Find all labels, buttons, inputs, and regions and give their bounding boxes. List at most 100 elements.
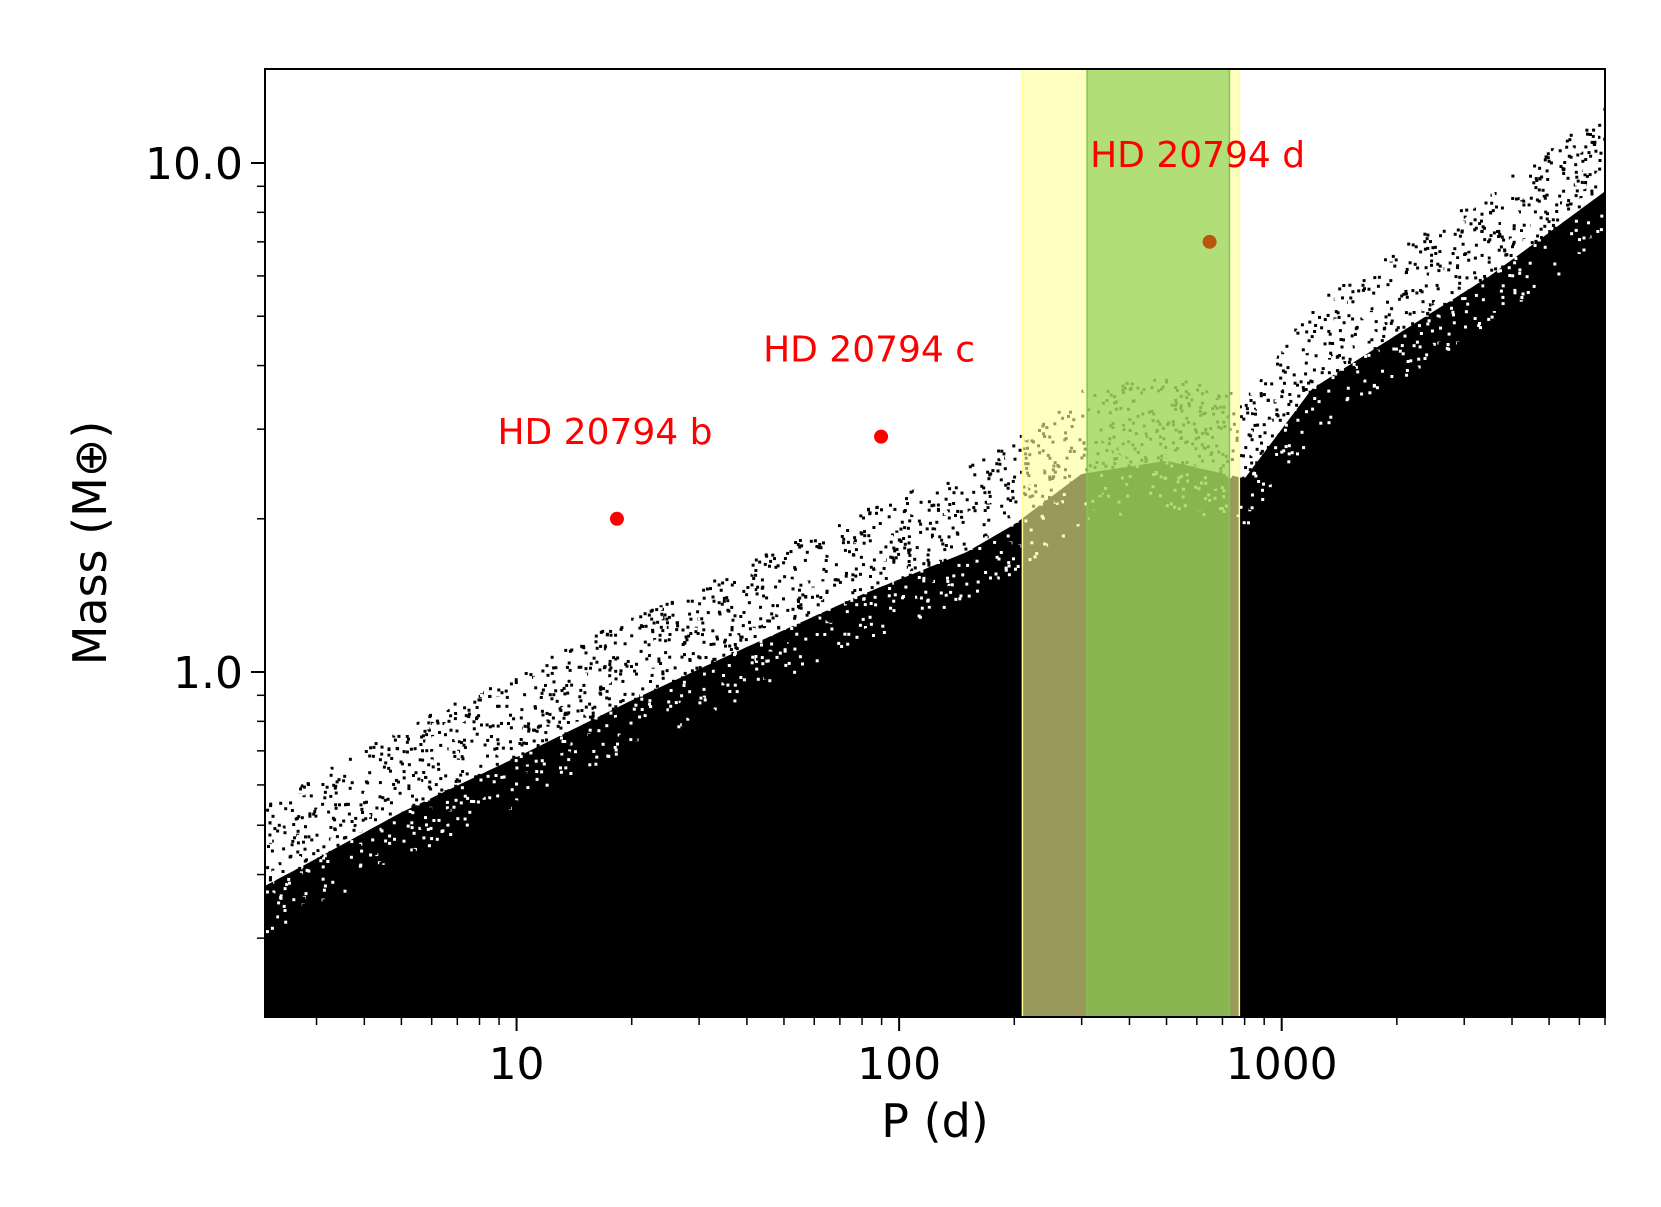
detection-limit-point — [761, 680, 765, 684]
detection-limit-point — [1251, 493, 1254, 497]
detection-limit-point — [745, 593, 749, 597]
detection-limit-point — [614, 715, 617, 718]
detection-limit-point — [333, 840, 337, 844]
detection-limit-point — [1569, 251, 1573, 255]
detection-limit-point — [525, 761, 529, 765]
detection-limit-point — [1310, 380, 1314, 384]
detection-limit-point — [467, 712, 471, 716]
detection-limit-point — [619, 627, 623, 631]
detection-limit-point — [754, 655, 758, 658]
detection-limit-point — [817, 546, 821, 550]
detection-limit-point — [1015, 519, 1019, 523]
detection-limit-point — [682, 680, 686, 684]
detection-limit-point — [303, 847, 307, 851]
detection-limit-point — [1493, 286, 1497, 289]
detection-limit-point — [459, 773, 463, 777]
detection-limit-point — [696, 632, 700, 635]
detection-limit-point — [1480, 212, 1484, 216]
detection-limit-point — [518, 784, 522, 788]
detection-limit-point — [982, 523, 986, 527]
detection-limit-point — [382, 832, 385, 835]
detection-limit-point — [991, 469, 995, 473]
detection-limit-point — [1515, 197, 1518, 201]
detection-limit-point — [754, 569, 758, 572]
detection-limit-point — [1559, 165, 1563, 168]
detection-limit-point — [1269, 419, 1273, 423]
detection-limit-point — [1457, 291, 1460, 295]
detection-limit-point — [316, 826, 319, 830]
detection-limit-point — [500, 691, 504, 695]
detection-limit-point — [275, 863, 279, 867]
detection-limit-point — [1454, 212, 1458, 216]
detection-limit-point — [706, 680, 710, 684]
detection-limit-point — [315, 833, 319, 837]
detection-limit-point — [891, 533, 894, 537]
detection-limit-point — [1286, 436, 1290, 440]
detection-limit-point — [768, 564, 771, 568]
detection-limit-point — [907, 551, 911, 555]
detection-limit-point — [1600, 214, 1604, 218]
detection-limit-point — [1566, 184, 1570, 188]
detection-limit-point — [848, 550, 851, 554]
detection-limit-point — [310, 889, 314, 893]
detection-limit-point — [1503, 272, 1507, 276]
detection-limit-point — [845, 571, 848, 575]
detection-limit-point — [966, 563, 970, 567]
detection-limit-point — [921, 527, 925, 531]
detection-limit-point — [473, 823, 477, 827]
detection-limit-point — [279, 801, 283, 805]
detection-limit-point — [438, 731, 441, 734]
detection-limit-point — [526, 725, 530, 729]
detection-limit-point — [1436, 287, 1440, 291]
detection-limit-point — [444, 733, 447, 737]
detection-limit-point — [1309, 435, 1313, 439]
detection-limit-point — [1511, 242, 1515, 246]
detection-limit-point — [920, 606, 924, 610]
detection-limit-point — [1491, 191, 1495, 195]
detection-limit-point — [1555, 210, 1559, 213]
detection-limit-point — [1370, 307, 1374, 311]
detection-limit-point — [872, 513, 876, 517]
detection-limit-point — [1562, 172, 1566, 175]
detection-limit-point — [380, 745, 384, 749]
detection-limit-point — [419, 723, 423, 727]
detection-limit-point — [461, 719, 465, 722]
detection-limit-point — [744, 677, 748, 681]
detection-limit-point — [684, 635, 688, 639]
detection-limit-point — [913, 557, 917, 561]
detection-limit-point — [410, 762, 414, 766]
detection-limit-point — [1490, 268, 1494, 272]
detection-limit-point — [985, 514, 989, 518]
detection-limit-point — [685, 638, 689, 642]
detection-limit-point — [1282, 349, 1286, 353]
detection-limit-point — [779, 637, 783, 641]
detection-limit-point — [278, 888, 282, 891]
detection-limit-point — [380, 823, 384, 827]
detection-limit-point — [833, 583, 837, 587]
detection-limit-point — [372, 858, 376, 862]
detection-limit-point — [889, 617, 893, 621]
detection-limit-point — [1583, 173, 1587, 177]
detection-limit-point — [1391, 383, 1395, 386]
detection-limit-point — [465, 772, 469, 776]
detection-limit-point — [647, 613, 651, 617]
detection-limit-point — [898, 538, 902, 542]
detection-limit-point — [479, 776, 482, 780]
detection-limit-point — [358, 844, 362, 847]
x-axis-ticks: 10 100 1000 — [315, 1017, 1606, 1090]
detection-limit-point — [928, 521, 932, 525]
detection-limit-point — [1569, 150, 1573, 154]
detection-limit-point — [1575, 175, 1579, 179]
detection-limit-point — [724, 592, 728, 595]
detection-limit-point — [738, 566, 742, 570]
detection-limit-point — [867, 534, 871, 538]
detection-limit-point — [1247, 481, 1251, 485]
detection-limit-point — [1423, 232, 1427, 236]
detection-limit-point — [330, 766, 334, 770]
detection-limit-point — [290, 809, 294, 812]
detection-limit-point — [270, 849, 274, 853]
detection-limit-point — [661, 676, 665, 680]
detection-limit-point — [383, 798, 387, 802]
detection-limit-point — [309, 794, 313, 798]
detection-limit-point — [609, 744, 612, 748]
